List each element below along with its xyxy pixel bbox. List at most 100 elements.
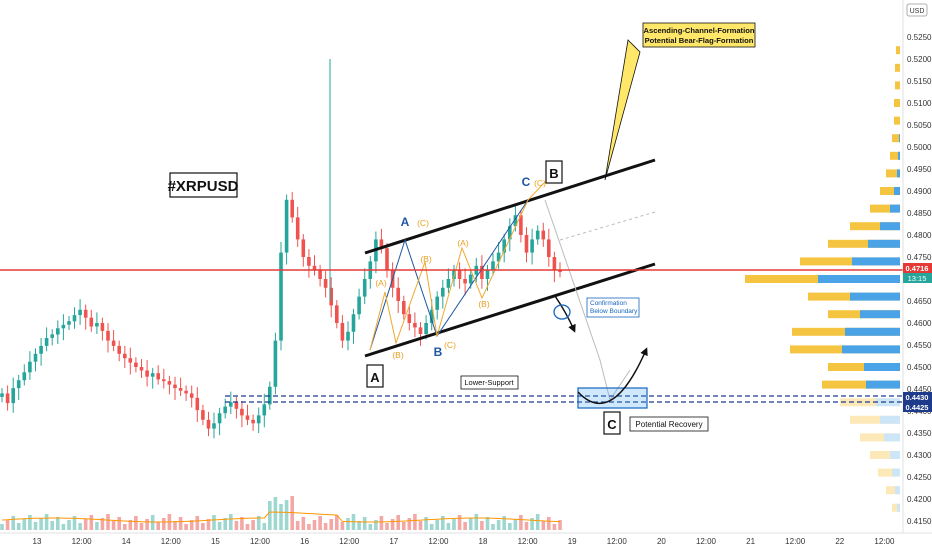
volume-bar xyxy=(452,519,456,530)
volume-bar xyxy=(217,522,222,530)
volume-bar xyxy=(206,519,211,530)
candle xyxy=(491,261,495,271)
candle xyxy=(424,323,428,334)
candle xyxy=(195,397,200,411)
volume-bar xyxy=(474,514,479,530)
candle xyxy=(240,408,244,416)
candle xyxy=(552,257,557,271)
volume-bar xyxy=(234,521,239,530)
symbol-box xyxy=(169,172,238,198)
x-tick-label: 16 xyxy=(300,537,309,546)
volume-bar xyxy=(178,517,183,530)
confirmation-line-1: Confirmation xyxy=(590,300,627,307)
candle xyxy=(111,340,116,346)
vp-bar-total xyxy=(890,151,900,160)
target-zone xyxy=(577,387,648,409)
wave-c-box xyxy=(603,411,621,435)
volume-bar xyxy=(558,520,562,530)
volume-bar xyxy=(72,516,77,530)
support-tag-1 xyxy=(903,392,932,402)
candle xyxy=(379,239,384,249)
wave-c-label: C xyxy=(607,417,617,432)
volume-bar xyxy=(111,521,116,530)
candle xyxy=(33,353,38,362)
wave-a-box xyxy=(366,364,384,388)
volume-bar xyxy=(402,522,406,530)
candle xyxy=(558,270,562,272)
candle xyxy=(524,235,529,253)
volume-ma-line xyxy=(1,511,561,523)
symbol-label: #XRPUSD xyxy=(168,178,239,195)
volume-bar xyxy=(162,518,166,530)
candle xyxy=(173,384,177,389)
countdown-tag xyxy=(903,273,932,283)
y-tick-label: 0.5200 xyxy=(907,55,932,64)
candle xyxy=(435,296,439,310)
y-tick-label: 0.4950 xyxy=(907,165,932,174)
volume-bar xyxy=(0,524,4,530)
volume-bar xyxy=(480,521,484,530)
volume-bar xyxy=(485,517,490,530)
volume-bar xyxy=(441,516,445,530)
candle xyxy=(284,199,289,253)
vp-bar-total xyxy=(892,134,900,143)
vp-bar-up xyxy=(895,486,900,495)
recovery-arc xyxy=(577,347,648,404)
x-tick-label: 13 xyxy=(33,537,42,546)
candle xyxy=(178,388,183,391)
vp-bar-up xyxy=(866,380,900,389)
volume-bar xyxy=(357,521,361,530)
candle xyxy=(123,353,127,359)
candle xyxy=(535,230,540,240)
volume-bar xyxy=(335,515,339,530)
small-b-label-2: (B) xyxy=(420,254,432,264)
volume-bar xyxy=(262,523,267,530)
y-tick-label: 0.4750 xyxy=(907,253,932,262)
vp-bar-up xyxy=(890,451,900,459)
x-tick-label: 12:00 xyxy=(696,537,717,546)
volume-bar xyxy=(256,516,261,530)
vp-bar-total xyxy=(892,503,900,512)
x-tick-label: 15 xyxy=(211,537,220,546)
candle xyxy=(78,309,82,316)
small-a-label-2: (A) xyxy=(457,238,469,248)
volume-bar xyxy=(83,519,88,530)
vp-bar-up xyxy=(880,415,900,424)
vp-bar-total xyxy=(860,433,900,442)
candle xyxy=(83,309,88,318)
channel-upper-line xyxy=(364,158,656,255)
candle xyxy=(429,309,434,323)
vp-bar-up xyxy=(852,257,900,266)
candles xyxy=(0,59,562,439)
candle xyxy=(385,248,389,271)
currency-label: USD xyxy=(910,8,925,15)
candle xyxy=(39,345,43,354)
volume-bar xyxy=(50,521,54,530)
volume-bar xyxy=(56,517,60,530)
volume-bar xyxy=(229,514,233,530)
candle xyxy=(50,334,54,338)
volume-bar xyxy=(318,516,322,530)
x-tick-label: 14 xyxy=(122,537,131,546)
candle xyxy=(106,330,110,341)
y-tick-label: 0.4550 xyxy=(907,341,932,350)
volume-bar xyxy=(39,518,43,530)
candle xyxy=(396,287,400,301)
volume-bar xyxy=(44,514,49,530)
volume-bar xyxy=(145,519,149,530)
channel-mid-dashed xyxy=(559,211,656,241)
candle xyxy=(262,404,267,416)
candle xyxy=(351,314,356,332)
candle xyxy=(502,239,506,253)
x-tick-label: 20 xyxy=(657,537,666,546)
candle xyxy=(0,393,4,397)
candle xyxy=(189,393,194,398)
vp-bar-up xyxy=(818,275,900,283)
volume-bar xyxy=(251,520,255,530)
candle xyxy=(312,265,317,271)
volume-bar xyxy=(28,515,32,530)
vp-bar-total xyxy=(894,99,900,107)
volume-bar xyxy=(212,515,216,530)
y-tick-label: 0.5100 xyxy=(907,99,932,108)
